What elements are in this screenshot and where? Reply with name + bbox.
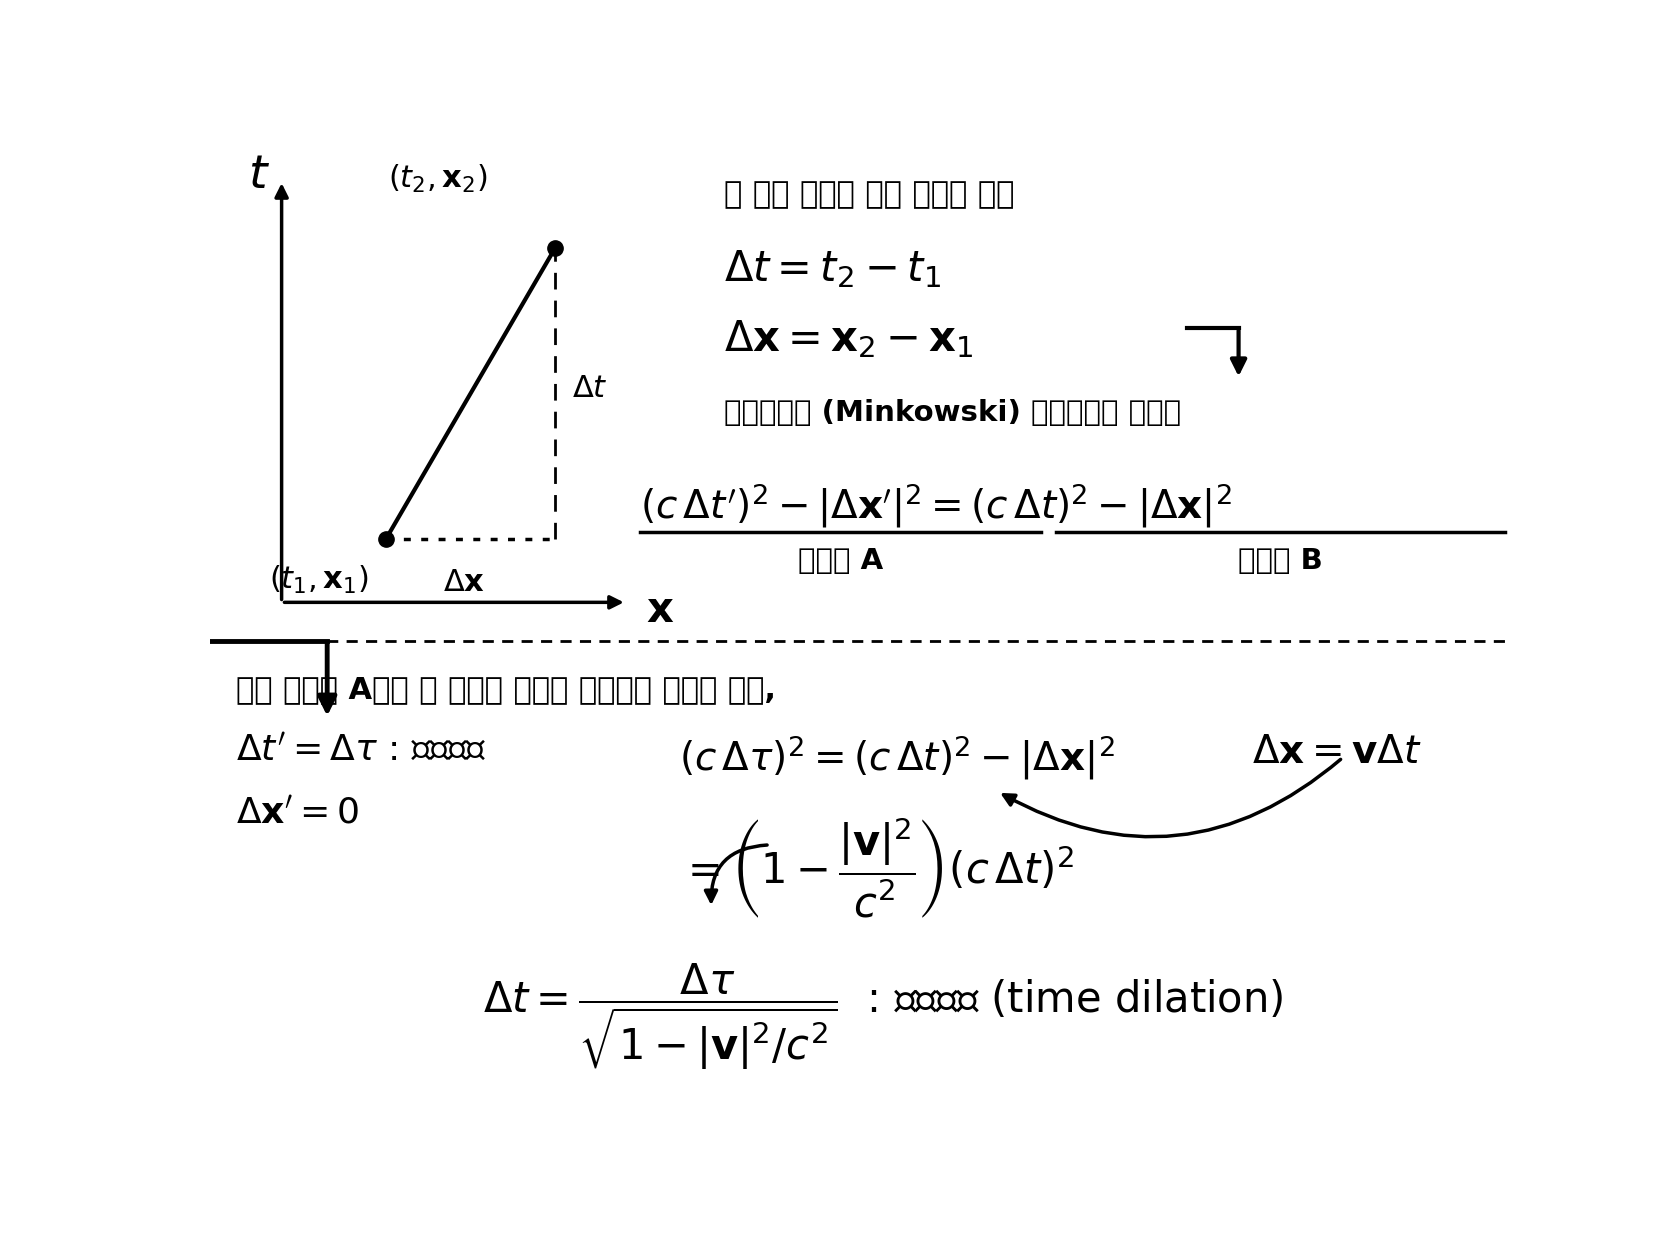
Text: 관찰자 B: 관찰자 B <box>1238 547 1322 575</box>
Text: $(c\,\Delta t^{\prime})^2 - |\Delta \mathbf{x}^{\prime}|^2 = (c\,\Delta t)^2 - |: $(c\,\Delta t^{\prime})^2 - |\Delta \mat… <box>640 481 1231 529</box>
Text: 민코프스키 (Minkowski) 공간에서의 불변량: 민코프스키 (Minkowski) 공간에서의 불변량 <box>724 398 1181 427</box>
Text: $\Delta t = \dfrac{\Delta\tau}{\sqrt{1 - |\mathbf{v}|^2/c^2}}$  : 시간지연 (time dil: $\Delta t = \dfrac{\Delta\tau}{\sqrt{1 -… <box>484 961 1284 1071</box>
Text: $\Delta \mathbf{x}' = 0$: $\Delta \mathbf{x}' = 0$ <box>235 796 360 830</box>
Text: $\Delta \mathbf{x}$: $\Delta \mathbf{x}$ <box>444 568 486 597</box>
Text: $\Delta \mathbf{x} = \mathbf{v}\Delta t$: $\Delta \mathbf{x} = \mathbf{v}\Delta t$ <box>1252 733 1421 771</box>
Text: $(t_2, \mathbf{x}_2)$: $(t_2, \mathbf{x}_2)$ <box>388 163 487 195</box>
Text: $t$: $t$ <box>249 152 270 198</box>
Text: 관찰자 A: 관찰자 A <box>798 547 882 575</box>
Text: $\Delta t' = \Delta\tau$ : 고유시간: $\Delta t' = \Delta\tau$ : 고유시간 <box>235 733 486 767</box>
Text: $\Delta t$: $\Delta t$ <box>571 374 608 403</box>
Text: $(c\,\Delta\tau)^2 = (c\,\Delta t)^2 - |\Delta \mathbf{x}|^2$: $(c\,\Delta\tau)^2 = (c\,\Delta t)^2 - |… <box>679 733 1114 782</box>
Text: 두 사건 사이의 시간 간격과 변위: 두 사건 사이의 시간 간격과 변위 <box>724 180 1015 209</box>
Text: $\Delta \mathbf{x} = \mathbf{x}_2 - \mathbf{x}_1$: $\Delta \mathbf{x} = \mathbf{x}_2 - \mat… <box>724 318 974 360</box>
Text: $\Delta t = t_2 - t_1$: $\Delta t = t_2 - t_1$ <box>724 248 941 290</box>
Text: $\mathbf{x}$: $\mathbf{x}$ <box>647 590 674 631</box>
Text: 만일 관찰자 A에게 두 사건이 동일한 위치에서 일어날 경우,: 만일 관찰자 A에게 두 사건이 동일한 위치에서 일어날 경우, <box>235 675 776 704</box>
Text: $(t_1, \mathbf{x}_1)$: $(t_1, \mathbf{x}_1)$ <box>269 563 368 596</box>
Text: $= \left(1 - \dfrac{|\mathbf{v}|^2}{c^2}\right)(c\,\Delta t)^2$: $= \left(1 - \dfrac{|\mathbf{v}|^2}{c^2}… <box>679 815 1074 920</box>
